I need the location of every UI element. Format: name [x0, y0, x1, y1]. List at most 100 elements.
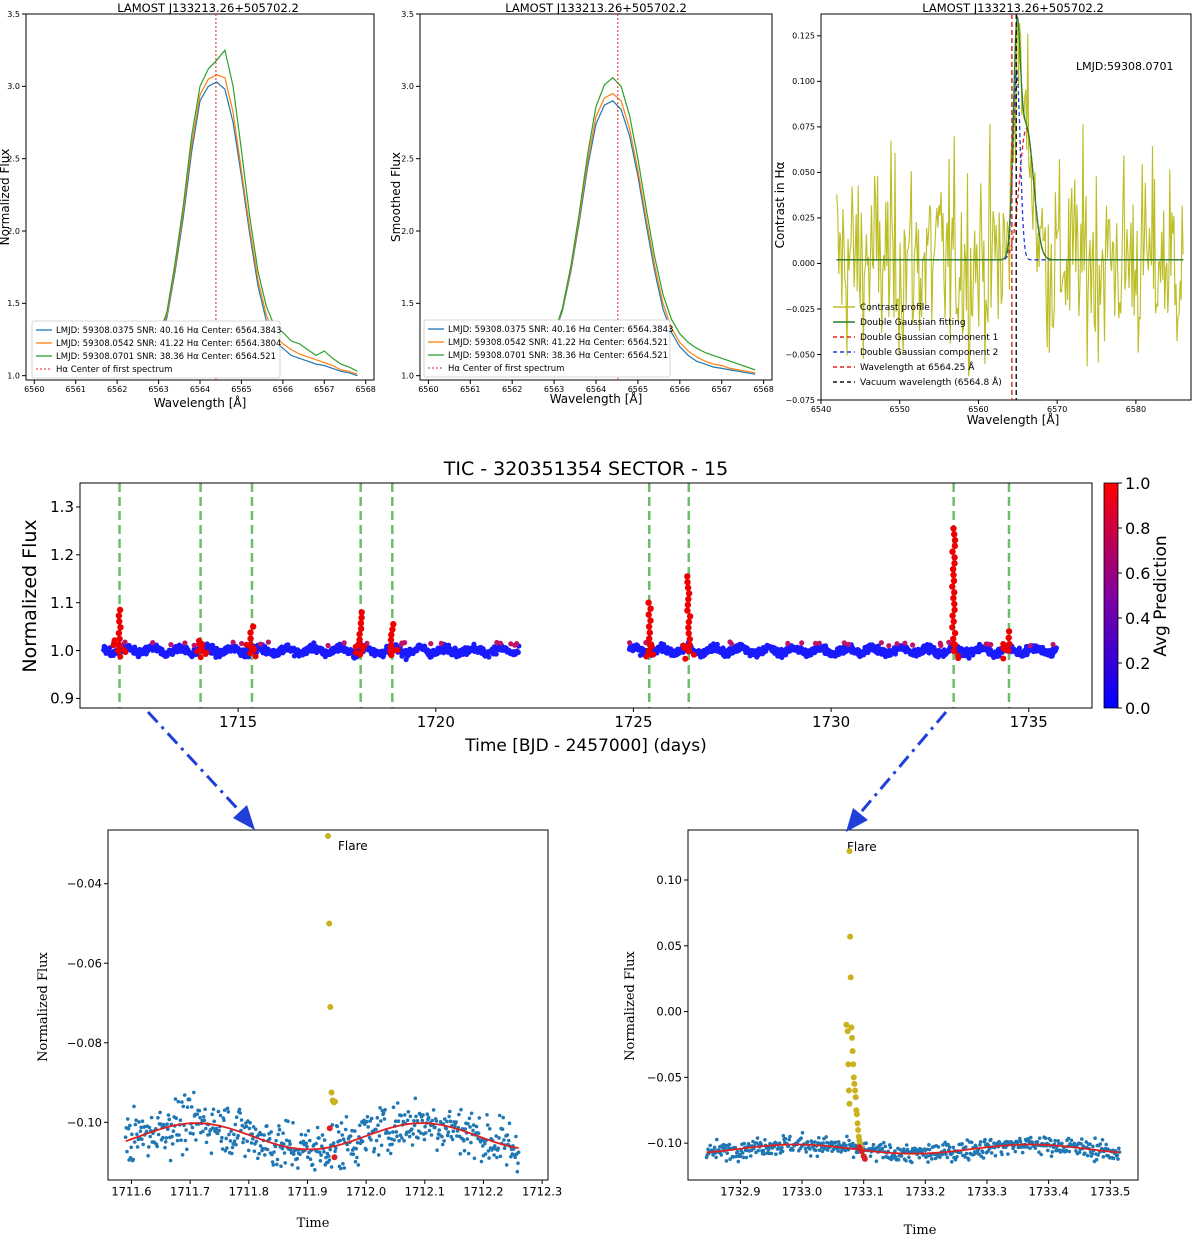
p4-flare-point [951, 642, 958, 649]
p6-data-point [1079, 1142, 1083, 1146]
p6-data-point [817, 1148, 822, 1152]
p5-data-point [445, 1133, 450, 1138]
p2-legend-box [423, 319, 671, 378]
p4-flare-point [690, 651, 697, 658]
p5-data-point [287, 1139, 292, 1143]
p6-data-point [1033, 1146, 1038, 1150]
p5-data-point [445, 1119, 449, 1124]
p4-mixed-point [182, 640, 188, 646]
p4-ytick-label: 1.0 [50, 642, 74, 660]
p1-legend-label-4: Hα Center of first spectrum [56, 365, 172, 375]
p5-data-point [443, 1117, 447, 1121]
p5-data-point [476, 1131, 481, 1135]
p4-title: TIC - 320351354 SECTOR - 15 [443, 458, 728, 480]
p6-data-point [715, 1137, 719, 1142]
p4-flare-point [247, 635, 254, 642]
p6-data-point [740, 1151, 745, 1155]
p5-data-point [148, 1134, 152, 1139]
p6-xtick-label: 1733.5 [1090, 1185, 1130, 1199]
p5-data-point [374, 1127, 378, 1132]
p4-mixed-point [428, 641, 434, 647]
p6-data-point [868, 1154, 873, 1158]
p6-data-point [836, 1140, 841, 1144]
p6-data-point [1100, 1146, 1104, 1151]
p5-data-point [341, 1137, 346, 1141]
p4-flare-point [950, 525, 957, 532]
p2-ytick-label: 2.0 [401, 227, 414, 236]
p5-data-point [353, 1129, 357, 1133]
p6-data-point [723, 1146, 727, 1150]
p6-data-point [883, 1144, 888, 1149]
p5-data-point [497, 1136, 501, 1140]
p6-data-point [1035, 1140, 1040, 1144]
p5-data-point [238, 1111, 242, 1115]
p5-data-point [251, 1137, 255, 1141]
p2-xtick-label: 6568 [753, 385, 773, 394]
p4-flare-point [357, 625, 365, 632]
p5-data-point [249, 1141, 254, 1145]
p4-mixed-point [727, 639, 733, 645]
p6-ytick-label: −0.05 [647, 1070, 682, 1084]
p1-ytick-label: 2.5 [7, 154, 20, 163]
p5-data-point [166, 1127, 170, 1131]
p6-xtick-label: 1732.9 [720, 1185, 760, 1199]
zoom-arrows [146, 710, 948, 832]
p5-ytick-label: −0.06 [67, 956, 102, 970]
p5-data-point [354, 1146, 359, 1151]
p5-red-point [331, 1154, 338, 1161]
p3-ytick-label: −0.025 [785, 305, 815, 314]
p4-mixed-point [398, 641, 404, 648]
p5-data-point [416, 1136, 420, 1140]
p5-data-point [170, 1134, 174, 1139]
contrast-panel: LAMOST J133213.26+505702.2 Wavelength [Å… [773, 1, 1192, 427]
p6-data-point [969, 1140, 974, 1145]
p5-data-point [342, 1166, 347, 1170]
p6-data-point [1029, 1135, 1033, 1140]
p6-data-point [824, 1135, 828, 1139]
p6-data-point [1093, 1136, 1097, 1140]
p6-data-point [1049, 1154, 1054, 1158]
p6-data-point [1049, 1138, 1053, 1143]
p1-legend-label-1: LMJD: 59308.0375 SNR: 40.16 Hα Center: 6… [56, 326, 281, 336]
p5-data-point [180, 1153, 185, 1157]
p5-flare-point [328, 1089, 335, 1096]
p5-data-point [252, 1149, 257, 1153]
p6-xlabel: Time [904, 1223, 937, 1237]
p5-data-point [327, 1154, 331, 1158]
p5-data-point [270, 1152, 274, 1157]
p5-data-point [442, 1139, 446, 1143]
p5-data-point [387, 1131, 392, 1135]
p4-colorbar-tick-label: 0.0 [1125, 699, 1150, 718]
p5-data-point [139, 1125, 143, 1130]
p6-flare-point [845, 1061, 852, 1068]
p4-flare-point [356, 640, 363, 647]
p6-flare-point [847, 974, 854, 981]
p4-flare-point [358, 609, 365, 616]
p5-data-point [168, 1158, 173, 1163]
p4-flare-point [117, 653, 124, 660]
p5-data-point [410, 1143, 415, 1147]
p6-flare-point [848, 1024, 855, 1031]
p4-flare-point [356, 630, 363, 638]
p3-legend-label-5: Wavelength at 6564.25 Å [860, 361, 975, 373]
p5-data-point [180, 1100, 184, 1104]
p5-data-point [391, 1105, 396, 1110]
p4-mixed-point [886, 643, 892, 649]
p6-data-point [944, 1152, 948, 1157]
p5-data-point [462, 1148, 467, 1153]
p6-data-point [919, 1147, 924, 1152]
p5-data-point [422, 1137, 427, 1142]
p5-data-point [251, 1125, 256, 1129]
p5-data-point [179, 1138, 183, 1142]
p5-xtick-label: 1712.0 [346, 1185, 386, 1199]
p5-data-point [397, 1139, 401, 1143]
p6-data-point [836, 1149, 840, 1153]
p3-annotation: LMJD:59308.0701 [1076, 60, 1174, 73]
p5-data-point [376, 1153, 381, 1157]
p5-data-point [228, 1139, 233, 1143]
flare-zoom-panel-right: Time Normalized Flux Flare 1732.9 1733.0 1… [623, 829, 1139, 1237]
p6-ytick-label: 0.05 [656, 939, 682, 953]
p5-data-point [129, 1145, 133, 1150]
p6-data-point [879, 1142, 883, 1147]
p6-flare-point [854, 1120, 861, 1127]
